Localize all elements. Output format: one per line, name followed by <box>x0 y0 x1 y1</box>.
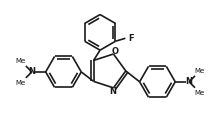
Text: Me: Me <box>195 90 205 96</box>
Text: N: N <box>28 67 35 76</box>
Text: N: N <box>186 77 193 86</box>
Text: F: F <box>129 34 134 43</box>
Text: Me: Me <box>16 80 26 86</box>
Text: Me: Me <box>16 58 26 64</box>
Text: N: N <box>109 87 116 96</box>
Text: O: O <box>112 46 119 55</box>
Text: Me: Me <box>195 68 205 74</box>
